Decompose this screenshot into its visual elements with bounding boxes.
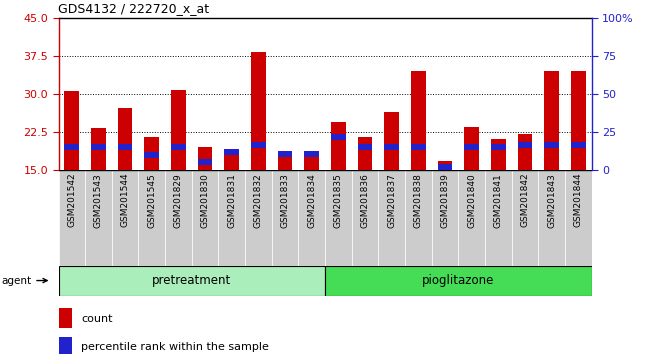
Bar	[491, 139, 506, 170]
Bar	[384, 112, 399, 170]
Text: GSM201835: GSM201835	[334, 173, 343, 228]
Bar	[58, 308, 72, 328]
Bar	[171, 144, 186, 150]
Bar	[171, 90, 186, 170]
Bar	[144, 152, 159, 158]
Bar	[144, 137, 159, 170]
Text: pioglitazone: pioglitazone	[422, 274, 495, 287]
Bar	[118, 144, 133, 150]
Bar	[512, 170, 538, 266]
Bar	[91, 144, 106, 150]
Bar	[331, 134, 346, 140]
Bar	[411, 144, 426, 150]
Text: GSM201829: GSM201829	[174, 173, 183, 228]
Text: GSM201839: GSM201839	[441, 173, 449, 228]
Bar	[378, 170, 405, 266]
Bar	[278, 154, 292, 170]
Text: GSM201833: GSM201833	[281, 173, 289, 228]
Bar	[298, 170, 325, 266]
Bar	[352, 170, 378, 266]
Bar	[58, 337, 72, 354]
Bar	[358, 137, 372, 170]
Bar	[458, 170, 485, 266]
Bar	[464, 144, 479, 150]
Bar	[245, 170, 272, 266]
Bar	[405, 170, 432, 266]
Bar	[198, 147, 213, 170]
Bar	[517, 142, 532, 148]
Bar	[544, 142, 559, 148]
Bar	[384, 144, 399, 150]
Bar	[85, 170, 112, 266]
Text: GSM201842: GSM201842	[521, 173, 529, 227]
Text: pretreatment: pretreatment	[152, 274, 231, 287]
Bar	[218, 170, 245, 266]
Text: GSM201837: GSM201837	[387, 173, 396, 228]
Bar	[192, 170, 218, 266]
Bar	[198, 159, 213, 165]
Bar	[485, 170, 512, 266]
Bar	[437, 161, 452, 170]
Text: count: count	[81, 314, 112, 324]
Text: agent: agent	[1, 275, 47, 286]
Text: GSM201543: GSM201543	[94, 173, 103, 228]
Bar	[118, 108, 133, 170]
Text: GSM201840: GSM201840	[467, 173, 476, 228]
Text: GSM201545: GSM201545	[148, 173, 156, 228]
Bar	[304, 151, 319, 157]
Bar	[64, 91, 79, 170]
Bar	[571, 71, 586, 170]
Text: GSM201542: GSM201542	[68, 173, 76, 227]
Text: GSM201544: GSM201544	[121, 173, 129, 227]
Bar	[58, 266, 325, 296]
Bar	[331, 122, 346, 170]
Bar	[491, 144, 506, 150]
Text: GSM201831: GSM201831	[227, 173, 236, 228]
Bar	[112, 170, 138, 266]
Bar	[538, 170, 565, 266]
Text: GSM201841: GSM201841	[494, 173, 502, 228]
Bar	[437, 164, 452, 170]
Bar	[272, 170, 298, 266]
Text: GSM201830: GSM201830	[201, 173, 209, 228]
Bar	[517, 135, 532, 170]
Bar	[64, 144, 79, 150]
Text: GDS4132 / 222720_x_at: GDS4132 / 222720_x_at	[58, 2, 209, 15]
Bar	[91, 128, 106, 170]
Text: GSM201834: GSM201834	[307, 173, 316, 228]
Bar	[251, 142, 266, 148]
Bar	[251, 52, 266, 170]
Text: GSM201832: GSM201832	[254, 173, 263, 228]
Bar	[325, 266, 592, 296]
Bar	[224, 149, 239, 155]
Bar	[432, 170, 458, 266]
Bar	[325, 170, 352, 266]
Bar	[358, 144, 372, 150]
Bar	[411, 71, 426, 170]
Text: GSM201836: GSM201836	[361, 173, 369, 228]
Bar	[278, 151, 292, 157]
Bar	[138, 170, 165, 266]
Text: GSM201844: GSM201844	[574, 173, 582, 227]
Bar	[571, 142, 586, 148]
Text: percentile rank within the sample: percentile rank within the sample	[81, 342, 269, 352]
Text: GSM201843: GSM201843	[547, 173, 556, 228]
Bar	[165, 170, 192, 266]
Bar	[565, 170, 592, 266]
Text: GSM201838: GSM201838	[414, 173, 422, 228]
Bar	[58, 170, 85, 266]
Bar	[304, 154, 319, 170]
Bar	[224, 152, 239, 170]
Bar	[544, 71, 559, 170]
Bar	[464, 127, 479, 170]
